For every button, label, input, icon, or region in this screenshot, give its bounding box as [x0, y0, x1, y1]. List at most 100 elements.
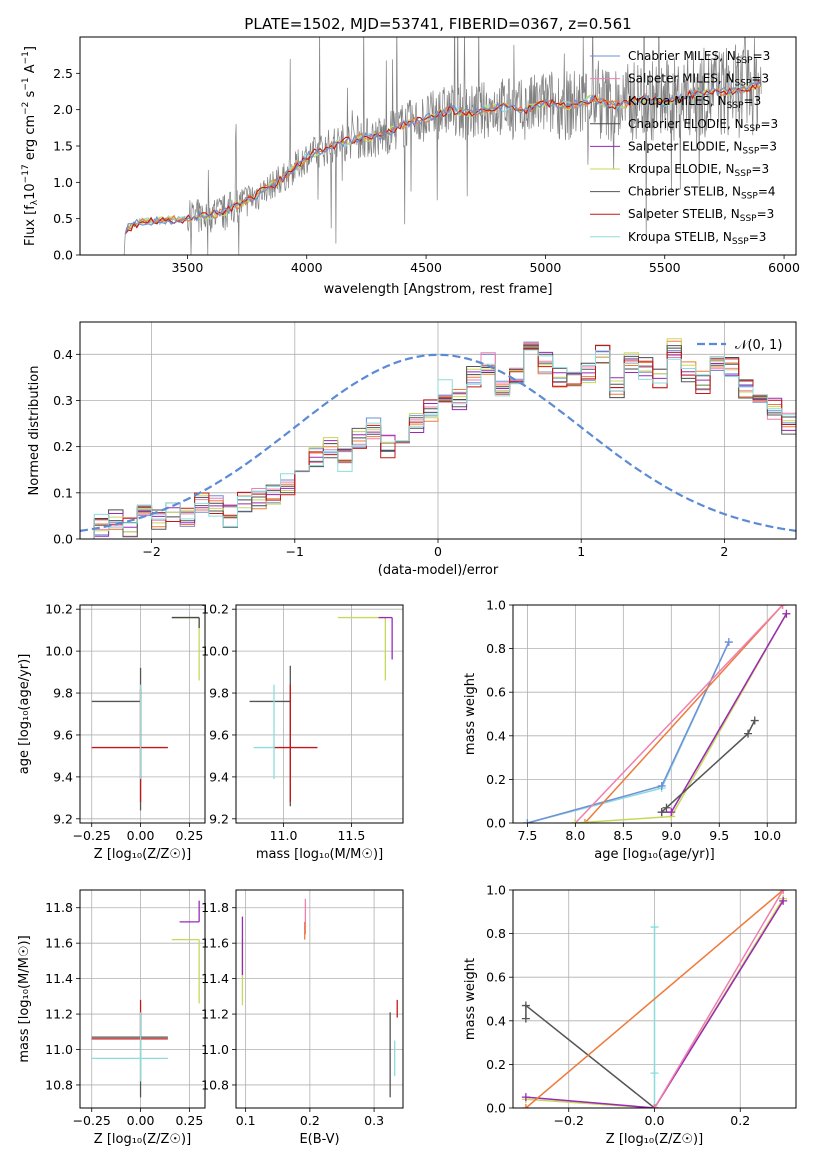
legend-label: Kroupa MILES, NSSP=3	[628, 94, 761, 111]
y-tick-label: 11.6	[201, 936, 229, 951]
y-axis-label: mass weight	[463, 673, 478, 755]
y-axis-label: mass [log₁₀(M/M☉)]	[17, 935, 32, 1062]
x-tick-label: 7.5	[517, 828, 537, 843]
x-axis-label: Z [log₁₀(Z/Z☉)]	[94, 847, 191, 862]
legend-label: 𝒩(0, 1)	[735, 338, 782, 353]
x-tick-label: 0.25	[175, 1113, 203, 1128]
data-point	[650, 1069, 659, 1078]
plot-area	[523, 605, 791, 823]
x-tick-label: 4500	[410, 260, 442, 275]
y-tick-label: 0.6	[486, 970, 506, 985]
y-tick-label: 9.4	[209, 769, 229, 784]
axes-frame	[512, 889, 797, 1109]
y-tick-label: 0.2	[486, 772, 506, 787]
data-point	[779, 890, 788, 894]
y-tick-label: 1.5	[53, 139, 73, 154]
model-spectrum-kroupa_elodie	[124, 84, 762, 235]
data-point	[523, 819, 532, 823]
y-tick-label: 11.2	[45, 1007, 73, 1022]
legend-label: Chabrier MILES, NSSP=3	[628, 49, 770, 66]
y-tick-label: 0.0	[53, 248, 73, 263]
x-tick-label: 4000	[291, 260, 323, 275]
y-axis-label: Flux [fλ10−17 erg cm−2 s−1 A−1]	[21, 46, 40, 246]
y-tick-label: 0.3	[53, 393, 73, 408]
x-tick-label: 2	[720, 544, 728, 559]
mass-weight-line	[525, 890, 784, 1108]
x-axis-label: (data-model)/error	[378, 563, 499, 578]
y-tick-label: 11.8	[45, 900, 73, 915]
plot-area	[521, 890, 788, 1108]
data-point	[724, 638, 733, 647]
y-tick-label: 0.0	[486, 1101, 506, 1116]
data-point	[521, 1014, 530, 1023]
data-point	[657, 808, 666, 817]
x-axis-label: age [log₁₀(age/yr)]	[594, 847, 715, 862]
plot-area	[91, 616, 200, 811]
data-point	[782, 609, 791, 618]
plot-area	[80, 338, 796, 539]
axes-frame	[79, 321, 797, 540]
x-axis-label: mass [log₁₀(M/M☉)]	[256, 847, 383, 862]
y-tick-label: 9.8	[209, 686, 229, 701]
data-point	[650, 923, 659, 932]
y-tick-label: 0.4	[486, 1013, 506, 1028]
data-point	[750, 716, 759, 725]
panel-mass-vs-metallicity: −0.25 0.00 0.25 10.8 11.0 11.2 11.4 11.6 11.8 Z […	[17, 889, 206, 1147]
plot-area	[123, 37, 762, 255]
y-tick-label: 0.6	[486, 685, 506, 700]
panel-massweight-vs-age: 7.5 8.0 8.5 9.0 9.5 10.0 0.0 0.2 0.4 0.6 0.8 1.0 age…	[463, 598, 797, 862]
axes-frame	[79, 604, 206, 824]
panel-massweight-vs-metallicity: −0.2 0.0 0.2 0.0 0.2 0.4 0.6 0.8 1.0 Z [log₁₀(Z/Z…	[463, 883, 797, 1147]
y-tick-label: 0.4	[486, 728, 506, 743]
y-tick-label: 0.8	[486, 641, 506, 656]
panel-mass-vs-ebv: 0.1 0.2 0.3 10.8 11.0 11.2 11.4 11.6 11.8 E(B-V)	[201, 889, 404, 1147]
y-tick-label: 1.0	[486, 598, 506, 613]
model-spectrum-salpeter_stelib	[124, 79, 762, 235]
x-tick-label: 8.0	[565, 828, 585, 843]
y-tick-label: 11.4	[201, 971, 229, 986]
histogram-kroupa_miles	[80, 340, 796, 539]
panel-spectrum: 3500 4000 4500 5000 5500 6000 0.0 0.5 1.0 1.5 2.0 2…	[21, 36, 800, 297]
mass-weight-line	[574, 605, 784, 823]
y-axis-label: Normed distribution	[27, 366, 42, 496]
x-tick-label: 11.5	[337, 828, 365, 843]
axes-frame	[512, 604, 797, 824]
panel-residuals: −2 −1 0 1 2 0.0 0.1 0.2 0.3 0.4 (data-model)/error…	[27, 321, 797, 578]
y-tick-label: 1.0	[486, 883, 506, 898]
axes-frame	[79, 36, 797, 256]
data-point	[650, 1104, 659, 1108]
x-tick-label: 0.25	[175, 828, 203, 843]
x-tick-label: 11.0	[270, 828, 298, 843]
data-point	[778, 605, 787, 609]
x-tick-label: −2	[142, 544, 160, 559]
data-point	[521, 1001, 530, 1010]
x-tick-label: 0.1	[236, 1113, 256, 1128]
y-tick-label: 0.0	[53, 532, 73, 547]
axes-frame	[235, 604, 404, 824]
figure-title: PLATE=1502, MJD=53741, FIBERID=0367, z=0…	[244, 15, 631, 33]
y-axis-label: age [log₁₀(age/yr)]	[17, 654, 32, 775]
mass-weight-line	[525, 900, 784, 1108]
x-tick-label: 6000	[768, 260, 800, 275]
y-axis-label: mass weight	[463, 958, 478, 1040]
y-tick-label: 1.0	[53, 175, 73, 190]
y-tick-label: 10.8	[45, 1077, 73, 1092]
model-spectrum-kroupa_stelib	[124, 82, 762, 235]
y-tick-label: 10.0	[45, 644, 73, 659]
y-tick-label: 2.0	[53, 102, 73, 117]
legend-label: Kroupa STELIB, NSSP=3	[628, 230, 766, 247]
y-tick-label: 9.4	[53, 769, 73, 784]
x-axis-label: Z [log₁₀(Z/Z☉)]	[606, 1132, 703, 1147]
y-tick-label: 9.6	[53, 727, 73, 742]
x-tick-label: 5500	[649, 260, 681, 275]
x-tick-label: 0	[434, 544, 442, 559]
x-axis-label: Z [log₁₀(Z/Z☉)]	[94, 1132, 191, 1147]
axes-frame	[235, 889, 404, 1109]
y-tick-label: 10.0	[201, 644, 229, 659]
x-tick-label: 0.00	[127, 828, 155, 843]
mass-weight-line	[653, 890, 784, 1108]
data-point	[662, 803, 671, 812]
legend-label: Chabrier ELODIE, NSSP=3	[628, 117, 778, 134]
x-tick-label: −0.2	[554, 1113, 584, 1128]
